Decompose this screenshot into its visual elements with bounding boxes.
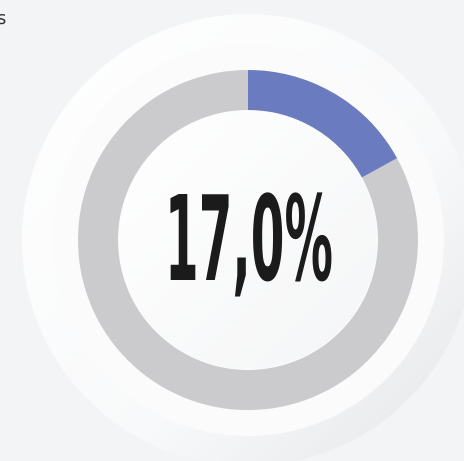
gauge-value-arc [247,70,397,178]
cut-off-text: s [0,8,6,29]
value-label: 17,0% [165,170,333,308]
face [119,111,377,369]
ring [78,70,418,410]
